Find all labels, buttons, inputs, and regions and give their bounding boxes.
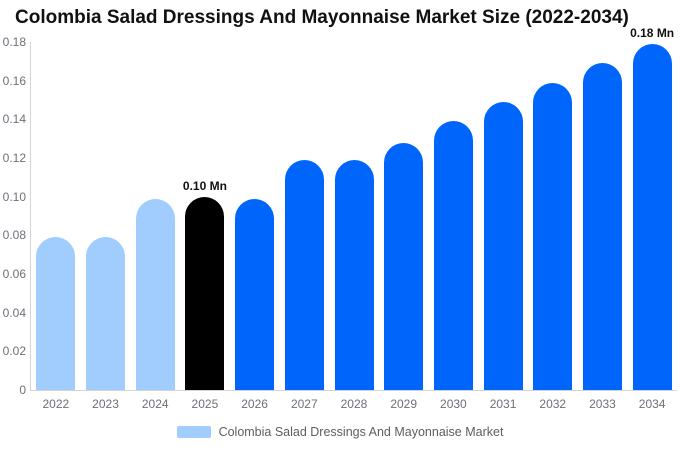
chart-title: Colombia Salad Dressings And Mayonnaise … [15, 7, 629, 28]
x-axis-label-2032: 2032 [539, 397, 567, 411]
x-axis-label-2027: 2027 [290, 397, 318, 411]
y-axis-tick-label: 0 [19, 383, 26, 397]
x-axis-label-2029: 2029 [390, 397, 418, 411]
y-axis-tick-label: 0.08 [2, 228, 26, 243]
bars-container: 0.10 Mn 0.18 Mn [31, 26, 677, 390]
bar-2027[interactable] [284, 159, 324, 390]
bar-value-label-2034: 0.18 Mn [630, 25, 675, 40]
bar-2026[interactable] [235, 198, 275, 390]
bar-2029[interactable] [384, 142, 424, 390]
bar-2022[interactable] [36, 237, 76, 390]
y-axis-tick-label: 0.02 [2, 344, 26, 359]
y-axis-tick-label: 0.12 [2, 151, 26, 165]
bar-2034[interactable] [632, 43, 672, 390]
x-axis-label-2031: 2031 [489, 397, 517, 411]
x-axis-label-2025: 2025 [191, 397, 219, 411]
x-axis-label-2028: 2028 [340, 397, 368, 411]
y-axis-tick-labels: 0 0.02 0.04 0.06 0.08 0.10 0.12 0.14 0.16 0.18 [0, 35, 26, 397]
bar-2033[interactable] [582, 63, 622, 390]
x-axis-label-2030: 2030 [440, 397, 467, 411]
bar-2032[interactable] [533, 82, 573, 390]
y-axis-tick-label: 0.06 [2, 267, 26, 281]
bar-2025[interactable] [185, 196, 225, 390]
legend-swatch [176, 426, 211, 438]
bar-2031[interactable] [483, 101, 523, 390]
x-axis-labels: 2022 2023 2024 2025 2026 2027 2028 2029 2030 2031… [31, 390, 677, 411]
y-axis-tick-label: 0.18 [2, 35, 26, 49]
y-axis-tick-label: 0.14 [2, 112, 26, 127]
y-axis-tick-label: 0.04 [2, 305, 26, 320]
x-axis-label-2022: 2022 [42, 397, 70, 411]
y-axis-tick-label: 0.16 [2, 73, 26, 88]
x-axis-label-2026: 2026 [241, 397, 268, 411]
x-axis-label-2034: 2034 [638, 397, 666, 411]
legend-label: Colombia Salad Dressings And Mayonnaise … [218, 425, 504, 439]
bar-2028[interactable] [334, 159, 374, 390]
x-axis-label-2033: 2033 [589, 397, 616, 411]
y-axis-tick-label: 0.10 [2, 189, 26, 204]
x-axis-label-2023: 2023 [92, 397, 119, 411]
bar-2024[interactable] [135, 198, 175, 390]
legend[interactable]: Colombia Salad Dressings And Mayonnaise … [0, 425, 680, 439]
plot-area: 0.10 Mn 0.18 Mn 2022 2023 2024 2025 2026 2027 2… [30, 26, 677, 411]
bar-2023[interactable] [86, 237, 126, 390]
bar-value-label-2025: 0.10 Mn [182, 178, 227, 193]
x-axis-label-2024: 2024 [141, 397, 169, 411]
bar-2030[interactable] [433, 121, 473, 390]
